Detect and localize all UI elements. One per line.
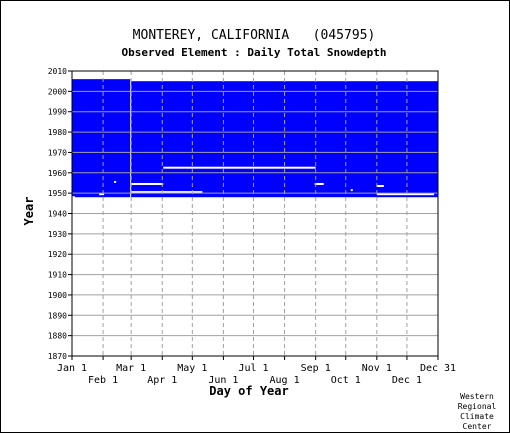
missing-gap — [99, 193, 105, 196]
credit-line: Center — [463, 422, 492, 431]
y-axis-ticks: 1870 1880 1890 1900 1910 1920 1930 1940 1950 1960… — [48, 67, 72, 361]
x-tick-label: Jan 1 — [57, 363, 87, 374]
x-tick-label: Dec 1 — [392, 375, 422, 386]
missing-gap — [131, 182, 164, 185]
missing-gap — [163, 166, 316, 169]
credit-line: Regional — [458, 402, 497, 411]
data-layer — [72, 79, 439, 199]
missing-gap — [376, 193, 434, 196]
credit-line: Climate — [460, 412, 494, 421]
y-tick-label: 1980 — [48, 128, 67, 137]
x-tick-label: Nov 1 — [362, 363, 392, 374]
y-tick-label: 1960 — [48, 169, 67, 178]
x-tick-label: May 1 — [177, 363, 207, 374]
missing-gap — [376, 185, 384, 188]
x-tick-label: Feb 1 — [88, 375, 118, 386]
x-tick-label: Oct 1 — [331, 375, 361, 386]
missing-gap — [131, 191, 203, 194]
y-tick-label: 1880 — [48, 332, 67, 341]
x-tick-label: Apr 1 — [147, 375, 177, 386]
y-tick-label: 2000 — [48, 87, 67, 96]
x-tick-label: Jul 1 — [238, 363, 268, 374]
y-tick-label: 1970 — [48, 148, 67, 157]
x-axis-ticks: Jan 1 Mar 1 May 1 Jul 1 Sep 1 Nov 1 Dec 31 Feb … — [57, 356, 456, 386]
credit-line: Western — [460, 392, 494, 401]
missing-gap — [314, 182, 324, 185]
missing-gap — [114, 180, 117, 183]
y-tick-label: 1910 — [48, 271, 67, 280]
y-tick-label: 1940 — [48, 210, 67, 219]
x-tick-label: Jun 1 — [208, 375, 238, 386]
missing-gap — [350, 189, 353, 192]
chart-title: MONTEREY, CALIFORNIA (045795) — [133, 28, 376, 43]
data-block — [72, 79, 131, 198]
y-tick-label: 1920 — [48, 250, 67, 259]
y-tick-label: 2010 — [48, 67, 67, 76]
y-tick-label: 1890 — [48, 311, 67, 320]
y-axis-label: Year — [22, 197, 36, 226]
credit-block: Western Regional Climate Center — [458, 392, 497, 431]
chart-subtitle: Observed Element : Daily Total Snowdepth — [122, 46, 387, 59]
x-tick-label: Sep 1 — [301, 363, 331, 374]
x-tick-label: Dec 31 — [420, 363, 456, 374]
x-axis-label: Day of Year — [209, 384, 288, 398]
y-tick-label: 1990 — [48, 108, 67, 117]
x-tick-label: Mar 1 — [116, 363, 146, 374]
y-tick-label: 1930 — [48, 230, 67, 239]
y-tick-label: 1950 — [48, 189, 67, 198]
x-tick-label: Aug 1 — [270, 375, 300, 386]
y-tick-label: 1870 — [48, 352, 67, 361]
y-tick-label: 1900 — [48, 291, 67, 300]
missing-gap — [72, 196, 76, 199]
